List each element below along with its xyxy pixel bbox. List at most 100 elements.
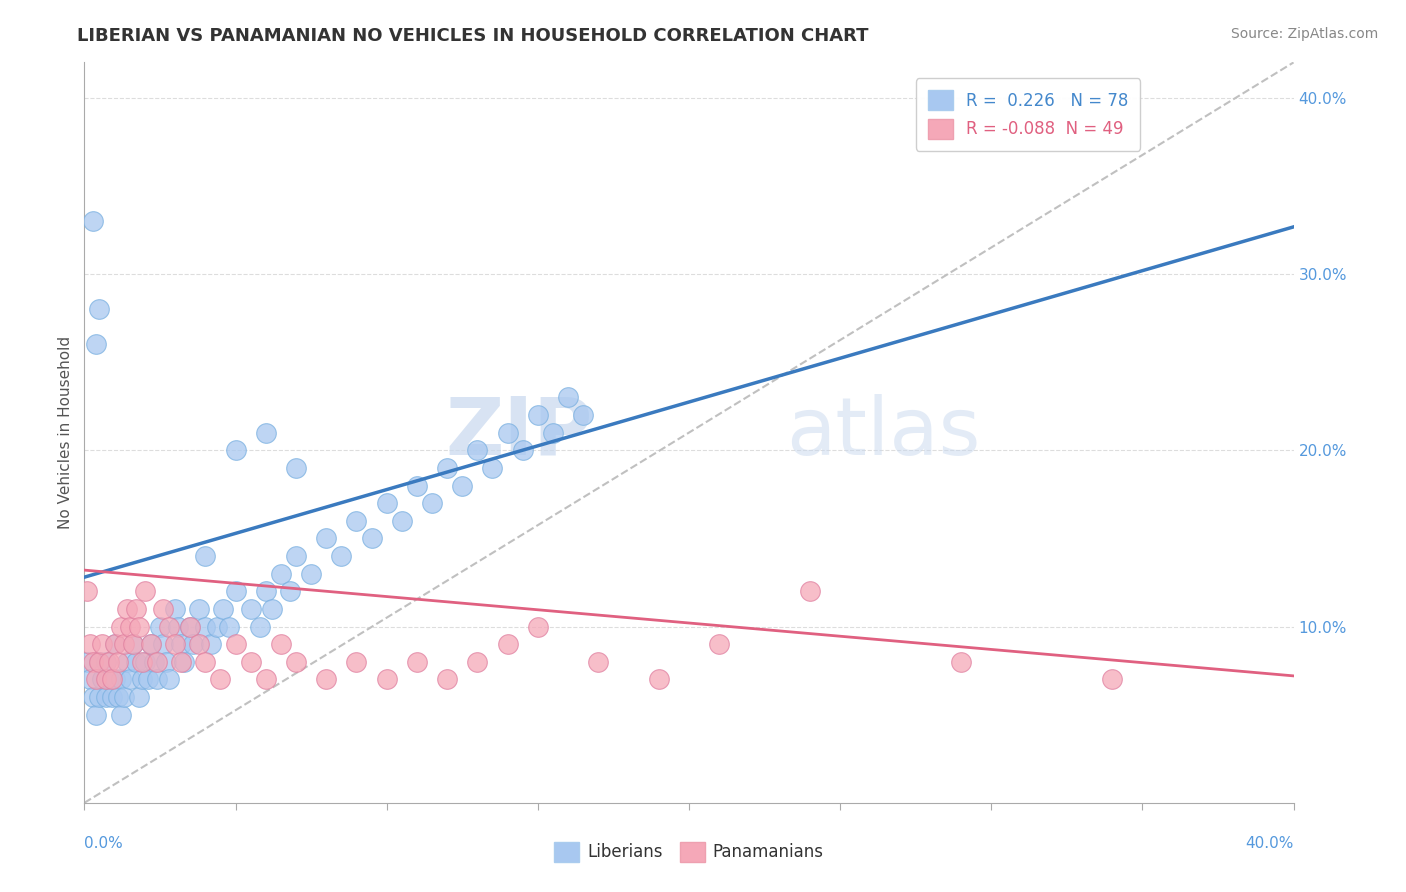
Point — [239, 655, 262, 669]
Point — [91, 673, 114, 687]
Point — [89, 302, 111, 317]
Point — [315, 673, 337, 687]
Point — [179, 619, 201, 633]
Point — [146, 673, 169, 687]
Point — [278, 584, 301, 599]
Point — [125, 602, 148, 616]
Point — [104, 637, 127, 651]
Point — [139, 637, 162, 651]
Point — [406, 655, 429, 669]
Point — [950, 655, 973, 669]
Point — [496, 425, 519, 440]
Point — [167, 619, 190, 633]
Point — [436, 673, 458, 687]
Point — [285, 655, 308, 669]
Point — [391, 514, 413, 528]
Point — [527, 408, 550, 422]
Point — [648, 673, 671, 687]
Point — [89, 690, 111, 704]
Point — [239, 602, 262, 616]
Point — [179, 619, 201, 633]
Point — [152, 602, 174, 616]
Point — [115, 602, 138, 616]
Point — [375, 673, 398, 687]
Point — [557, 390, 579, 404]
Point — [270, 566, 292, 581]
Point — [165, 637, 187, 651]
Point — [512, 443, 534, 458]
Point — [112, 690, 135, 704]
Point — [89, 655, 111, 669]
Point — [481, 461, 503, 475]
Point — [100, 690, 122, 704]
Point — [1101, 673, 1123, 687]
Point — [94, 673, 117, 687]
Point — [467, 443, 489, 458]
Point — [254, 425, 277, 440]
Point — [467, 655, 489, 669]
Point — [541, 425, 564, 440]
Point — [436, 461, 458, 475]
Point — [104, 637, 127, 651]
Point — [97, 655, 120, 669]
Point — [149, 619, 172, 633]
Point — [165, 602, 187, 616]
Point — [121, 637, 143, 651]
Point — [128, 619, 150, 633]
Point — [496, 637, 519, 651]
Point — [200, 637, 222, 651]
Point — [157, 673, 180, 687]
Point — [125, 655, 148, 669]
Point — [330, 549, 353, 563]
Point — [94, 690, 117, 704]
Point — [299, 566, 322, 581]
Point — [104, 673, 127, 687]
Point — [157, 619, 180, 633]
Point — [285, 549, 308, 563]
Point — [86, 673, 108, 687]
Point — [112, 637, 135, 651]
Point — [709, 637, 731, 651]
Text: 0.0%: 0.0% — [84, 836, 124, 851]
Text: atlas: atlas — [786, 393, 980, 472]
Point — [194, 549, 217, 563]
Point — [118, 619, 141, 633]
Point — [79, 637, 101, 651]
Point — [82, 655, 104, 669]
Point — [249, 619, 271, 633]
Point — [588, 655, 610, 669]
Text: ZIP: ZIP — [444, 393, 592, 472]
Point — [121, 637, 143, 651]
Point — [346, 514, 368, 528]
Point — [82, 214, 104, 228]
Legend: Liberians, Panamanians: Liberians, Panamanians — [547, 835, 831, 869]
Point — [225, 637, 247, 651]
Point — [76, 584, 98, 599]
Point — [139, 637, 162, 651]
Point — [188, 637, 211, 651]
Point — [107, 655, 129, 669]
Point — [170, 655, 193, 669]
Point — [527, 619, 550, 633]
Point — [152, 637, 174, 651]
Point — [100, 673, 122, 687]
Point — [375, 496, 398, 510]
Point — [79, 673, 101, 687]
Point — [128, 690, 150, 704]
Point — [146, 655, 169, 669]
Point — [82, 690, 104, 704]
Point — [260, 602, 283, 616]
Point — [225, 584, 247, 599]
Point — [118, 673, 141, 687]
Point — [110, 673, 132, 687]
Point — [115, 655, 138, 669]
Point — [76, 655, 98, 669]
Point — [360, 532, 382, 546]
Text: LIBERIAN VS PANAMANIAN NO VEHICLES IN HOUSEHOLD CORRELATION CHART: LIBERIAN VS PANAMANIAN NO VEHICLES IN HO… — [77, 27, 869, 45]
Point — [89, 655, 111, 669]
Point — [420, 496, 443, 510]
Point — [451, 478, 474, 492]
Point — [194, 655, 217, 669]
Point — [155, 655, 177, 669]
Text: Source: ZipAtlas.com: Source: ZipAtlas.com — [1230, 27, 1378, 41]
